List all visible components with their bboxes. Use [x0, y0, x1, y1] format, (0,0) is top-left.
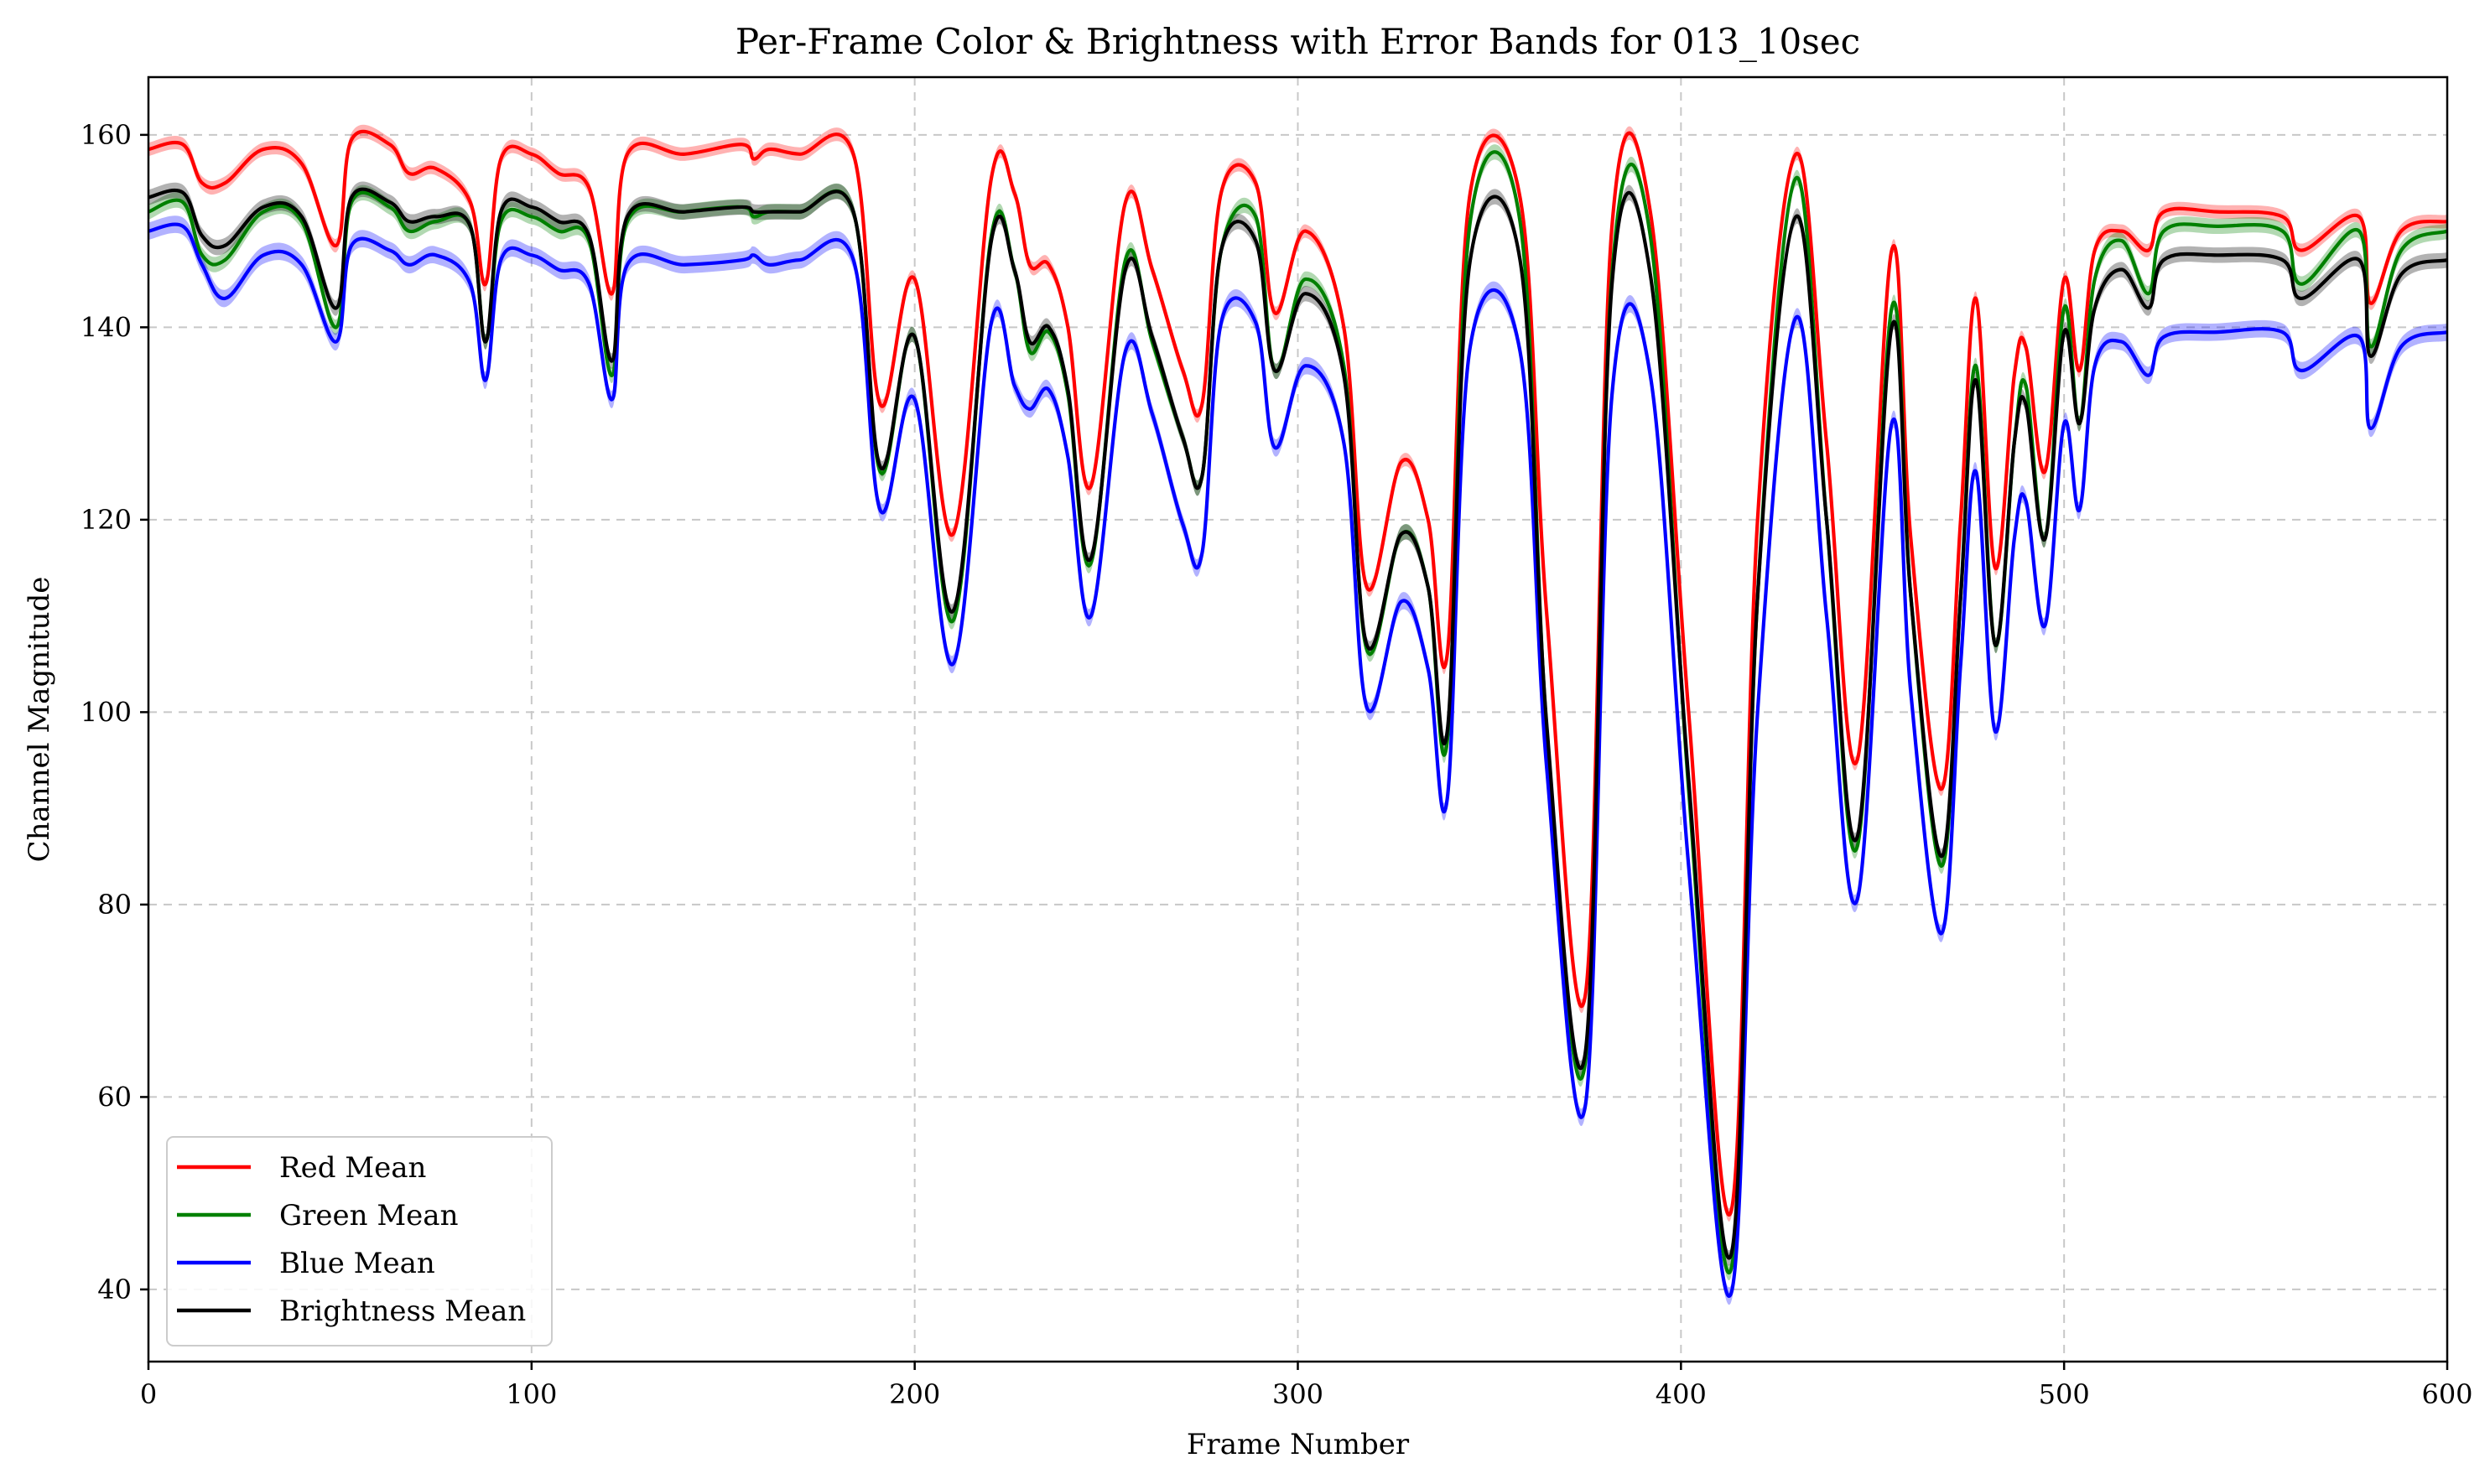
x-tick-label: 100 — [506, 1378, 557, 1410]
x-tick-label: 300 — [1272, 1378, 1323, 1410]
y-tick-label: 60 — [97, 1081, 132, 1113]
legend-label: Blue Mean — [279, 1247, 435, 1280]
legend-label: Green Mean — [279, 1199, 458, 1232]
x-tick-label: 0 — [140, 1378, 157, 1410]
series-line-blue-mean — [148, 222, 2447, 1298]
legend-box — [166, 1136, 553, 1346]
legend: Red Mean Green Mean Blue Mean Brightness Me… — [166, 1136, 553, 1346]
y-tick-label: 120 — [81, 504, 132, 536]
error-band-blue-mean — [148, 215, 2447, 1305]
error-bands — [148, 124, 2447, 1305]
series-line-red-mean — [148, 129, 2447, 1217]
axis-ticks: 0 100 200 300 400 500 600 40 60 80 100 120 140 160 — [81, 119, 2473, 1410]
series-lines — [148, 129, 2447, 1298]
y-tick-label: 40 — [97, 1274, 132, 1305]
x-tick-label: 400 — [1656, 1378, 1707, 1410]
y-tick-label: 80 — [97, 889, 132, 921]
x-tick-label: 500 — [2039, 1378, 2090, 1410]
y-tick-label: 160 — [81, 119, 132, 151]
x-tick-label: 200 — [889, 1378, 940, 1410]
x-tick-label: 600 — [2421, 1378, 2472, 1410]
legend-label: Red Mean — [279, 1151, 426, 1185]
x-axis-label: Frame Number — [1187, 1428, 1410, 1461]
y-axis-label: Channel Magnitude — [23, 577, 56, 863]
series-line-brightness-mean — [148, 187, 2447, 1260]
y-tick-label: 100 — [81, 696, 132, 728]
y-tick-label: 140 — [81, 311, 132, 343]
legend-label: Brightness Mean — [279, 1295, 526, 1328]
chart-title: Per-Frame Color & Brightness with Error … — [736, 21, 1860, 62]
